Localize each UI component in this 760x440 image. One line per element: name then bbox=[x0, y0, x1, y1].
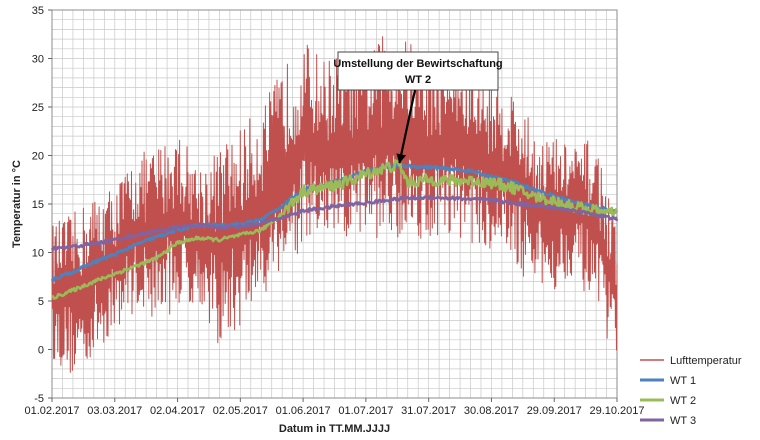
series-line-lufttemperatur bbox=[51, 36, 618, 373]
annotation-box bbox=[337, 51, 499, 91]
x-axis-title: Datum in TT.MM.JJJJ bbox=[279, 423, 390, 435]
annotation-arrow-line bbox=[398, 89, 417, 164]
y-tick-label: 10 bbox=[32, 248, 44, 260]
series-layer bbox=[50, 36, 619, 373]
y-tick-label: 35 bbox=[32, 5, 44, 17]
series-line-wt3 bbox=[50, 194, 619, 251]
legend: Lufttemperatur WT 1 WT 2 WT 3 bbox=[640, 355, 742, 427]
x-tick-label: 30.08.2017 bbox=[464, 405, 519, 417]
axes: -5 0 5 10 15 20 25 30 35 01.02.2017 03.03.2017 02.0… bbox=[11, 5, 645, 435]
x-tick-label: 01.06.2017 bbox=[276, 405, 331, 417]
x-tick-label: 01.07.2017 bbox=[338, 405, 393, 417]
legend-label-wt2: WT 2 bbox=[670, 395, 696, 407]
x-tick-label: 31.07.2017 bbox=[401, 405, 456, 417]
x-tick-label: 02.05.2017 bbox=[213, 405, 268, 417]
annotation-text: Umstellung der Bewirtschaftung bbox=[333, 58, 502, 70]
y-tick-label: 5 bbox=[38, 296, 44, 308]
y-tick-label: 15 bbox=[32, 199, 44, 211]
y-tick-label: -5 bbox=[34, 393, 44, 405]
y-axis-title: Temperatur in °C bbox=[11, 160, 23, 248]
y-tick-label: 0 bbox=[38, 345, 44, 357]
legend-label-lufttemperatur: Lufttemperatur bbox=[670, 355, 742, 367]
series-line-wt2 bbox=[51, 159, 619, 300]
legend-label-wt1: WT 1 bbox=[670, 375, 696, 387]
x-tick-label: 29.09.2017 bbox=[527, 405, 582, 417]
y-tick-label: 30 bbox=[32, 54, 44, 66]
x-tick-label: 03.03.2017 bbox=[87, 405, 142, 417]
x-tick-label: 01.02.2017 bbox=[24, 405, 79, 417]
annotation-arrowhead bbox=[396, 153, 407, 164]
legend-label-wt3: WT 3 bbox=[670, 415, 696, 427]
y-tick-label: 20 bbox=[32, 151, 44, 163]
annotation-text: WT 2 bbox=[405, 74, 431, 86]
y-tick-label: 25 bbox=[32, 102, 44, 114]
annotation: Umstellung der Bewirtschaftung WT 2 bbox=[333, 51, 503, 164]
x-tick-label: 02.04.2017 bbox=[150, 405, 205, 417]
x-tick-label: 29.10.2017 bbox=[589, 405, 644, 417]
